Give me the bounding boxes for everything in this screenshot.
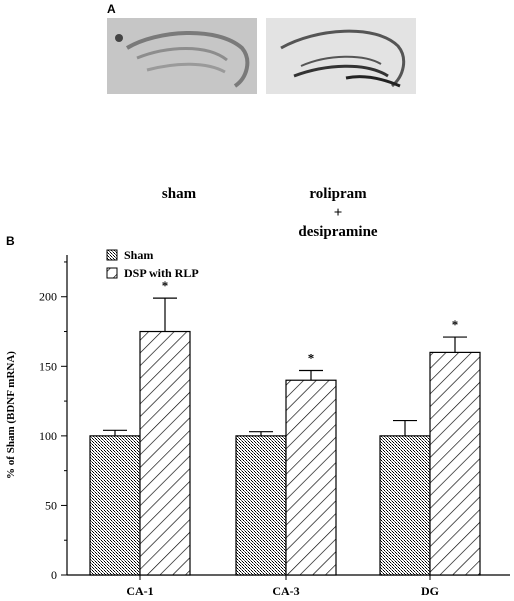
bar-dsp-with-rlp-dg xyxy=(429,351,481,576)
treatment-condition-label: rolipram + desipramine xyxy=(278,185,398,242)
treatment-label-line-3: desipramine xyxy=(298,224,378,240)
legend-swatch-sham xyxy=(106,249,118,261)
panel-b-label: B xyxy=(6,234,15,248)
treated-hippocampus-image xyxy=(266,18,416,94)
bar-sham-ca-1 xyxy=(89,435,141,576)
y-tick-label: 0 xyxy=(51,568,57,582)
bar-dsp-with-rlp-ca-1 xyxy=(139,330,191,576)
bar-sham-ca-3 xyxy=(235,435,287,576)
treatment-label-line-1: rolipram xyxy=(309,186,367,202)
y-axis-title: % of Sham (BDNF mRNA) xyxy=(5,351,17,479)
legend-label-dsp-with-rlp: DSP with RLP xyxy=(124,266,199,280)
bar-dsp-with-rlp-ca-3 xyxy=(285,379,337,576)
sham-condition-label: sham xyxy=(161,186,197,202)
x-tick-label: DG xyxy=(421,584,439,598)
y-tick-label: 150 xyxy=(39,359,57,373)
y-tick-label: 100 xyxy=(39,429,57,443)
panel-a-label: A xyxy=(107,2,116,16)
bar-sham-dg xyxy=(379,435,431,576)
x-tick-label: CA-1 xyxy=(126,584,153,598)
bar-chart: 0 50 100 150 200 % of Sham (BDNF mRNA) * CA-1 * C… xyxy=(5,248,510,598)
significance-marker: * xyxy=(452,317,459,332)
legend-swatch-dsp-with-rlp xyxy=(106,267,118,279)
y-tick-label: 50 xyxy=(45,498,57,512)
significance-marker: * xyxy=(308,350,315,365)
y-tick-label: 200 xyxy=(39,290,57,304)
treatment-label-line-2: + xyxy=(333,205,343,221)
sham-hippocampus-image xyxy=(107,18,257,94)
x-tick-label: CA-3 xyxy=(272,584,299,598)
legend-label-sham: Sham xyxy=(124,248,153,262)
significance-marker: * xyxy=(162,278,169,293)
